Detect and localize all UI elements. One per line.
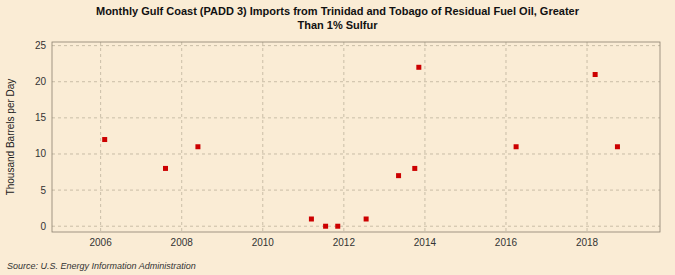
x-grid-line bbox=[343, 42, 344, 232]
point bbox=[593, 72, 598, 77]
point bbox=[364, 216, 369, 221]
y-grid-line bbox=[52, 153, 660, 154]
point bbox=[323, 224, 328, 229]
x-tick-label: 2006 bbox=[90, 237, 113, 248]
points bbox=[102, 65, 620, 229]
x-tick-label: 2016 bbox=[495, 237, 518, 248]
point bbox=[396, 173, 401, 178]
y-grid-line bbox=[52, 117, 660, 118]
point bbox=[163, 166, 168, 171]
point bbox=[416, 65, 421, 70]
title: Monthly Gulf Coast (PADD 3) Imports from… bbox=[96, 5, 580, 31]
x-grid-line bbox=[262, 42, 263, 232]
chart: 2006 2008 2010 2012 2014 2016 2018 0 5 10 15 20 25 Th… bbox=[0, 0, 675, 275]
y-grid-line bbox=[52, 45, 660, 46]
y-grid-line bbox=[52, 81, 660, 82]
x-tick-label: 2010 bbox=[252, 237, 275, 248]
point bbox=[335, 224, 340, 229]
y-axis-label: Thousand Barrels per Day bbox=[5, 79, 16, 196]
y-tick-label: 5 bbox=[40, 185, 46, 196]
y-tick-label: 20 bbox=[35, 76, 47, 87]
x-tick-label: 2008 bbox=[171, 237, 194, 248]
point bbox=[195, 144, 200, 149]
x-tick-label: 2018 bbox=[576, 237, 599, 248]
x-grid-line bbox=[181, 42, 182, 232]
point bbox=[102, 137, 107, 142]
point bbox=[309, 216, 314, 221]
title-line: Monthly Gulf Coast (PADD 3) Imports from… bbox=[96, 5, 580, 17]
point bbox=[412, 166, 417, 171]
x-grid-line bbox=[100, 42, 101, 232]
y-tick-label: 15 bbox=[35, 112, 47, 123]
y-grid-line bbox=[52, 190, 660, 191]
x-grid-line bbox=[424, 42, 425, 232]
point bbox=[615, 144, 620, 149]
plot-frame bbox=[52, 42, 660, 232]
grid bbox=[52, 42, 660, 232]
y-tick-label: 10 bbox=[35, 148, 47, 159]
source: Source: U.S. Energy Information Administ… bbox=[7, 261, 196, 271]
title-line: Than 1% Sulfur bbox=[297, 19, 378, 31]
x-grid-line bbox=[587, 42, 588, 232]
x-grid-line bbox=[505, 42, 506, 232]
x-tick-label: 2012 bbox=[333, 237, 356, 248]
y-tick-label: 0 bbox=[40, 221, 46, 232]
y-grid-line bbox=[52, 226, 660, 227]
point bbox=[514, 144, 519, 149]
y-tick-label: 25 bbox=[35, 40, 47, 51]
x-tick-label: 2014 bbox=[414, 237, 437, 248]
axes: 2006 2008 2010 2012 2014 2016 2018 0 5 10 15 20 25 bbox=[35, 40, 599, 248]
